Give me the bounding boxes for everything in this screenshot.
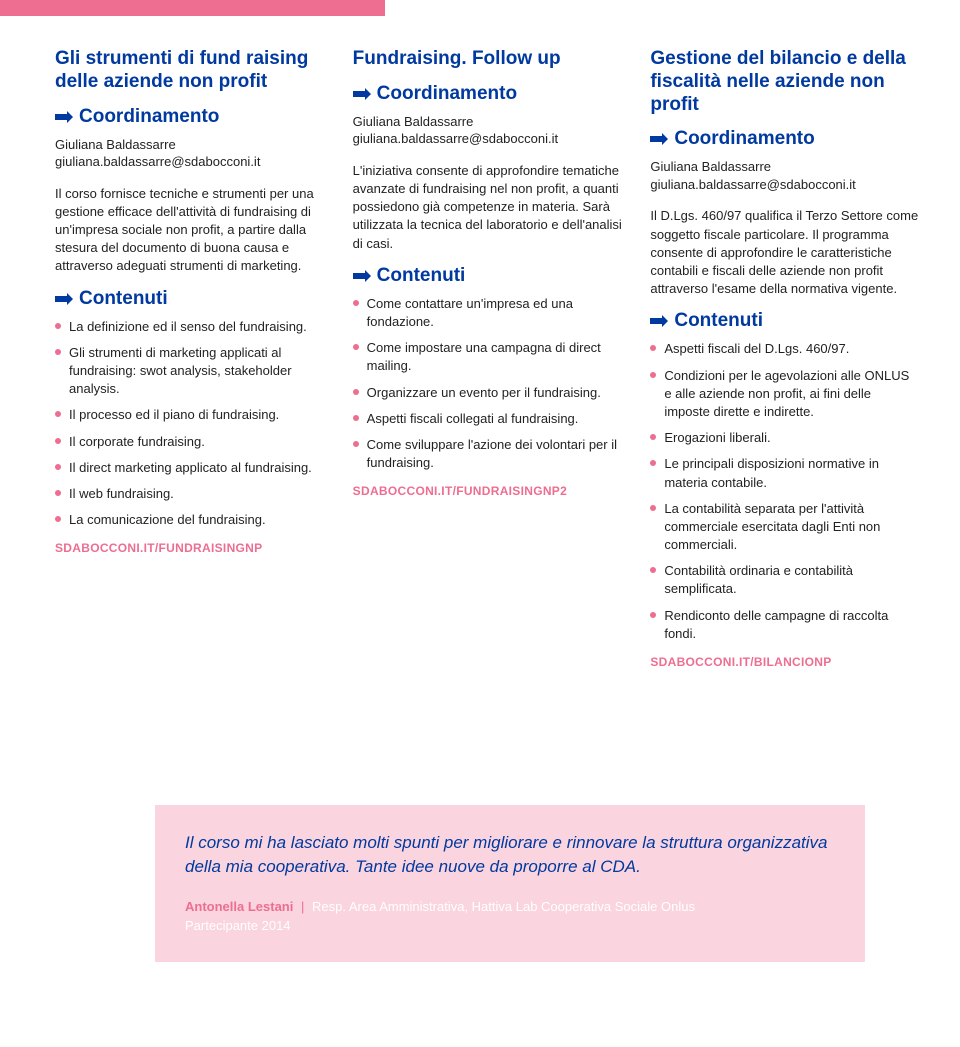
list-item: Come contattare un'impresa ed una fondaz… [353, 295, 623, 331]
list-item: La comunicazione del fundraising. [55, 511, 325, 529]
list-item: Organizzare un evento per il fundraising… [353, 384, 623, 402]
list-item: Il direct marketing applicato al fundrai… [55, 459, 325, 477]
coord-email: giuliana.baldassarre@sdabocconi.it [650, 177, 855, 192]
arrow-icon [55, 111, 73, 123]
coord-name: Giuliana Baldassarre [353, 114, 474, 129]
list-item: Condizioni per le agevolazioni alle ONLU… [650, 367, 920, 422]
arrow-icon [353, 88, 371, 100]
col2-list: Come contattare un'impresa ed una fondaz… [353, 295, 623, 473]
col3-body: Il D.Lgs. 460/97 qualifica il Terzo Sett… [650, 207, 920, 298]
col1-title: Gli strumenti di fund raising delle azie… [55, 48, 325, 94]
col3-contents-heading: Contenuti [650, 310, 920, 332]
main-columns: Gli strumenti di fund raising delle azie… [55, 48, 920, 669]
coord-label: Coordinamento [79, 106, 219, 128]
list-item: Il processo ed il piano di fundraising. [55, 406, 325, 424]
testimonial-box: Il corso mi ha lasciato molti spunti per… [155, 805, 865, 962]
coord-name: Giuliana Baldassarre [55, 137, 176, 152]
top-accent-bar [0, 0, 385, 16]
list-item: Come sviluppare l'azione dei volontari p… [353, 436, 623, 472]
col2-coord-heading: Coordinamento [353, 83, 623, 105]
list-item: Contabilità ordinaria e contabilità semp… [650, 562, 920, 598]
coord-email: giuliana.baldassarre@sdabocconi.it [55, 154, 260, 169]
coord-label: Coordinamento [377, 83, 517, 105]
testimonial-quote: Il corso mi ha lasciato molti spunti per… [185, 831, 835, 879]
arrow-icon [650, 315, 668, 327]
arrow-icon [650, 133, 668, 145]
list-item: Le principali disposizioni normative in … [650, 455, 920, 491]
col1-coordinator: Giuliana Baldassarre giuliana.baldassarr… [55, 136, 325, 171]
col1-body: Il corso fornisce tecniche e strumenti p… [55, 185, 325, 276]
col3-list: Aspetti fiscali del D.Lgs. 460/97. Condi… [650, 340, 920, 643]
col2-title: Fundraising. Follow up [353, 48, 623, 71]
arrow-icon [353, 270, 371, 282]
contents-label: Contenuti [79, 288, 168, 310]
testimonial-role: Resp. Area Amministrativa, Hattiva Lab C… [312, 899, 695, 914]
col1-coord-heading: Coordinamento [55, 106, 325, 128]
testimonial-attribution: Antonella Lestani | Resp. Area Amministr… [185, 897, 835, 936]
coord-name: Giuliana Baldassarre [650, 159, 771, 174]
contents-label: Contenuti [377, 265, 466, 287]
separator: | [297, 899, 308, 914]
list-item: Il web fundraising. [55, 485, 325, 503]
col1-link[interactable]: SDABOCCONI.IT/FUNDRAISINGNP [55, 541, 325, 555]
col3-link[interactable]: SDABOCCONI.IT/BILANCIONP [650, 655, 920, 669]
list-item: Il corporate fundraising. [55, 433, 325, 451]
coord-email: giuliana.baldassarre@sdabocconi.it [353, 131, 558, 146]
col2-body: L'iniziativa consente di approfondire te… [353, 162, 623, 253]
col1-list: La definizione ed il senso del fundraisi… [55, 318, 325, 530]
column-3: Gestione del bilancio e della fiscalità … [650, 48, 920, 669]
contents-label: Contenuti [674, 310, 763, 332]
column-1: Gli strumenti di fund raising delle azie… [55, 48, 325, 669]
list-item: La contabilità separata per l'attività c… [650, 500, 920, 555]
col2-contents-heading: Contenuti [353, 265, 623, 287]
col3-coord-heading: Coordinamento [650, 128, 920, 150]
col2-coordinator: Giuliana Baldassarre giuliana.baldassarr… [353, 113, 623, 148]
testimonial-year: Partecipante 2014 [185, 918, 291, 933]
testimonial-name: Antonella Lestani [185, 899, 293, 914]
arrow-icon [55, 293, 73, 305]
list-item: La definizione ed il senso del fundraisi… [55, 318, 325, 336]
col3-coordinator: Giuliana Baldassarre giuliana.baldassarr… [650, 158, 920, 193]
col2-link[interactable]: SDABOCCONI.IT/FUNDRAISINGNP2 [353, 484, 623, 498]
col1-contents-heading: Contenuti [55, 288, 325, 310]
list-item: Erogazioni liberali. [650, 429, 920, 447]
coord-label: Coordinamento [674, 128, 814, 150]
list-item: Aspetti fiscali del D.Lgs. 460/97. [650, 340, 920, 358]
col3-title: Gestione del bilancio e della fiscalità … [650, 48, 920, 116]
list-item: Come impostare una campagna di direct ma… [353, 339, 623, 375]
list-item: Rendiconto delle campagne di raccolta fo… [650, 607, 920, 643]
list-item: Gli strumenti di marketing applicati al … [55, 344, 325, 399]
list-item: Aspetti fiscali collegati al fundraising… [353, 410, 623, 428]
column-2: Fundraising. Follow up Coordinamento Giu… [353, 48, 623, 669]
